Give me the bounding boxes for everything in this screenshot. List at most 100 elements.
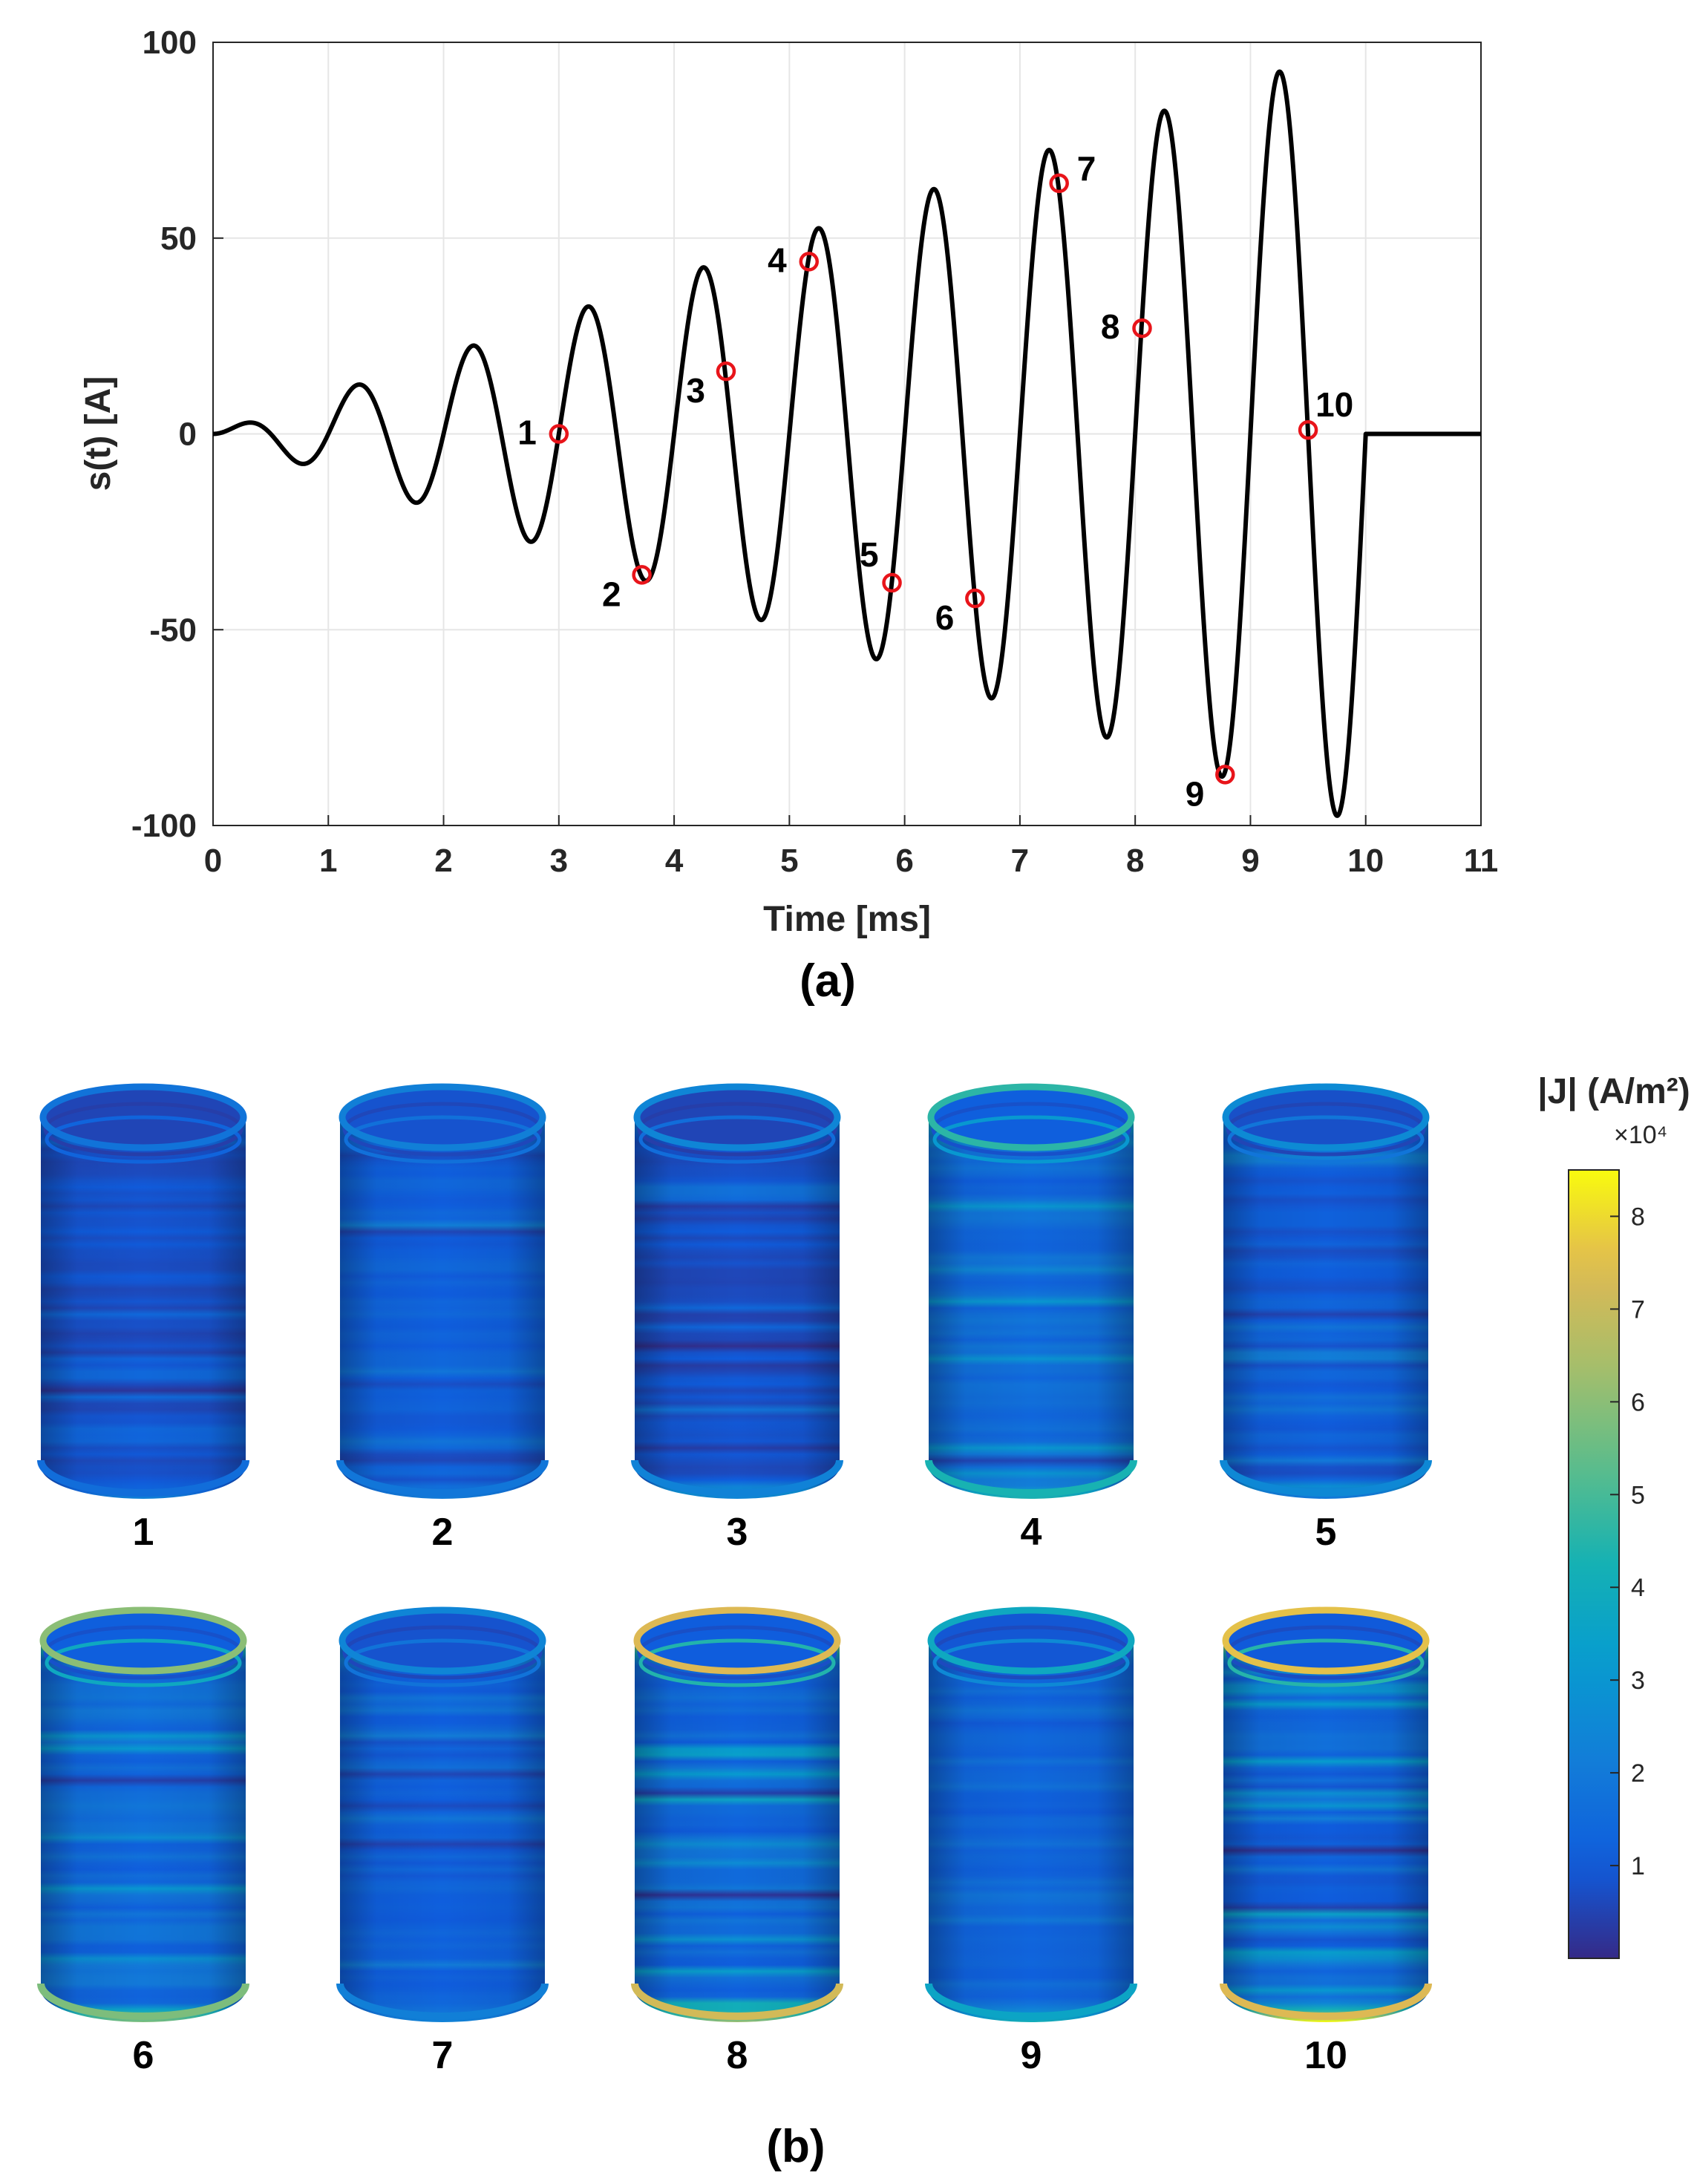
cylinder-6: 6 [37,1606,249,2077]
cylinder-top-rim [339,1083,546,1151]
cylinder-10: 10 [1220,1606,1432,2077]
marker-label-8: 8 [1101,307,1120,346]
cylinder-bottom-rim [631,1983,843,2020]
cylinder-label-7: 7 [432,2034,454,2077]
cylinder-inner-band [344,1115,541,1164]
cylinder-bottom-rim [37,1459,249,1497]
x-tick-label: 4 [665,843,684,879]
cylinder-bottom-rim [925,1983,1137,2020]
cylinder-inner-band [931,1102,1131,1157]
x-tick-label: 9 [1241,843,1259,879]
marker-label-1: 1 [517,413,537,452]
cylinder-label-4: 4 [1021,1511,1042,1554]
cylinder-inner-band [342,1625,543,1680]
cylinder-shading [929,1117,1134,1499]
marker-label-6: 6 [935,598,955,637]
x-tick-label: 8 [1126,843,1144,879]
cylinder-shading [41,1641,246,2022]
y-tick-label: 100 [143,24,197,61]
cylinder-inner-band [1227,1638,1425,1687]
cylinder-bottom-rim [1220,1459,1432,1497]
colorbar-tick-label: 6 [1631,1388,1645,1416]
axis-ticks: 0 1 2 3 4 5 6 7 8 9 10 11 100 50 0 -50 -100 [131,24,1498,879]
cylinder-label-6: 6 [133,2034,154,2077]
x-tick-label: 10 [1347,843,1384,879]
marker-point-5 [882,572,902,593]
cylinder-top-rim [927,1606,1135,1675]
marker-point-2 [632,565,652,585]
cylinder-top-rim [927,1083,1135,1151]
cylinder-label-8: 8 [727,2034,748,2077]
y-tick-label: -50 [149,612,197,648]
marker-point-3 [716,361,736,382]
cylinder-top-rim [1222,1606,1430,1675]
marker-point-10 [1298,419,1318,440]
colorbar-tick-label: 8 [1631,1203,1645,1231]
x-tick-label: 2 [434,843,452,879]
cylinder-inner-band [344,1638,541,1687]
cylinder-3: 3 [631,1083,843,1554]
cylinder-1: 1 [37,1083,249,1554]
cylinder-label-3: 3 [727,1511,748,1554]
marker-label-9: 9 [1186,774,1205,813]
x-tick-label: 1 [319,843,337,879]
cylinder-inner-band [932,1638,1130,1687]
cylinder-inner-band [45,1638,242,1687]
cylinder-top-rim [1222,1083,1430,1151]
cylinder-inner-band [43,1102,243,1157]
cylinder-2: 2 [336,1083,549,1554]
cylinder-inner-band [637,1102,837,1157]
cylinder-bottom-rim [1220,1983,1432,2020]
cylinder-inner-band [932,1115,1130,1164]
cylinder-inner-band [45,1115,242,1164]
cylinder-shading [635,1641,840,2022]
cylinder-bottom-rim [37,1983,249,2020]
cylinder-shading [340,1117,545,1499]
cylinder-inner-band [1226,1102,1426,1157]
panel-label-b: (b) [766,2121,825,2172]
colorbar-gradient [1568,1169,1620,1959]
cylinder-grid: 1 2 3 4 5 6 7 8 9 10 [37,1083,1432,2077]
cylinder-top-rim [633,1083,841,1151]
marker-label-5: 5 [860,535,879,574]
colorbar-ticks: 1 2 3 4 5 6 7 8 [1610,1203,1645,1880]
cylinder-bottom-rim [631,1459,843,1497]
cylinder-top-rim [39,1606,247,1675]
cylinder-inner-band [342,1102,543,1157]
cylinder-label-5: 5 [1315,1511,1337,1554]
series-line-s-t [211,69,1481,818]
cylinder-shading [1223,1117,1428,1499]
colorbar: |J| (A/m²) ×10⁴ 1 2 3 4 5 6 7 8 [1537,1072,1690,1959]
colorbar-tick-label: 4 [1631,1574,1645,1602]
y-axis-label: s(t) [A] [79,376,118,491]
cylinder-shading [1223,1641,1428,2022]
x-tick-label: 3 [550,843,568,879]
marker-label-4: 4 [768,241,787,279]
marker-label-3: 3 [686,371,705,410]
cylinder-shading [635,1117,840,1499]
colorbar-tick-label: 7 [1631,1295,1645,1324]
marker-point-7 [1049,173,1069,194]
marker-label-2: 2 [602,575,621,613]
cylinder-top-rim [39,1083,247,1151]
colorbar-title: |J| (A/m²) [1537,1072,1690,1111]
marker-point-4 [799,252,820,272]
cylinder-inner-band [637,1625,837,1680]
marker-label-7: 7 [1077,149,1096,188]
panel-label-a: (a) [800,955,856,1007]
x-tick-label: 0 [204,843,222,879]
cylinder-5: 5 [1220,1083,1432,1554]
colorbar-tick-label: 5 [1631,1481,1645,1509]
cylinder-inner-band [1226,1625,1426,1680]
cylinder-bottom-rim [925,1459,1137,1497]
cylinder-inner-band [1227,1115,1425,1164]
x-axis-label: Time [ms] [763,900,931,939]
cylinder-shading [929,1641,1134,2022]
marker-label-10: 10 [1315,385,1353,424]
cylinder-7: 7 [336,1606,549,2077]
cylinder-bottom-rim [336,1459,549,1497]
cylinder-label-2: 2 [432,1511,454,1554]
cylinder-4: 4 [925,1083,1137,1554]
cylinder-label-1: 1 [133,1511,154,1554]
